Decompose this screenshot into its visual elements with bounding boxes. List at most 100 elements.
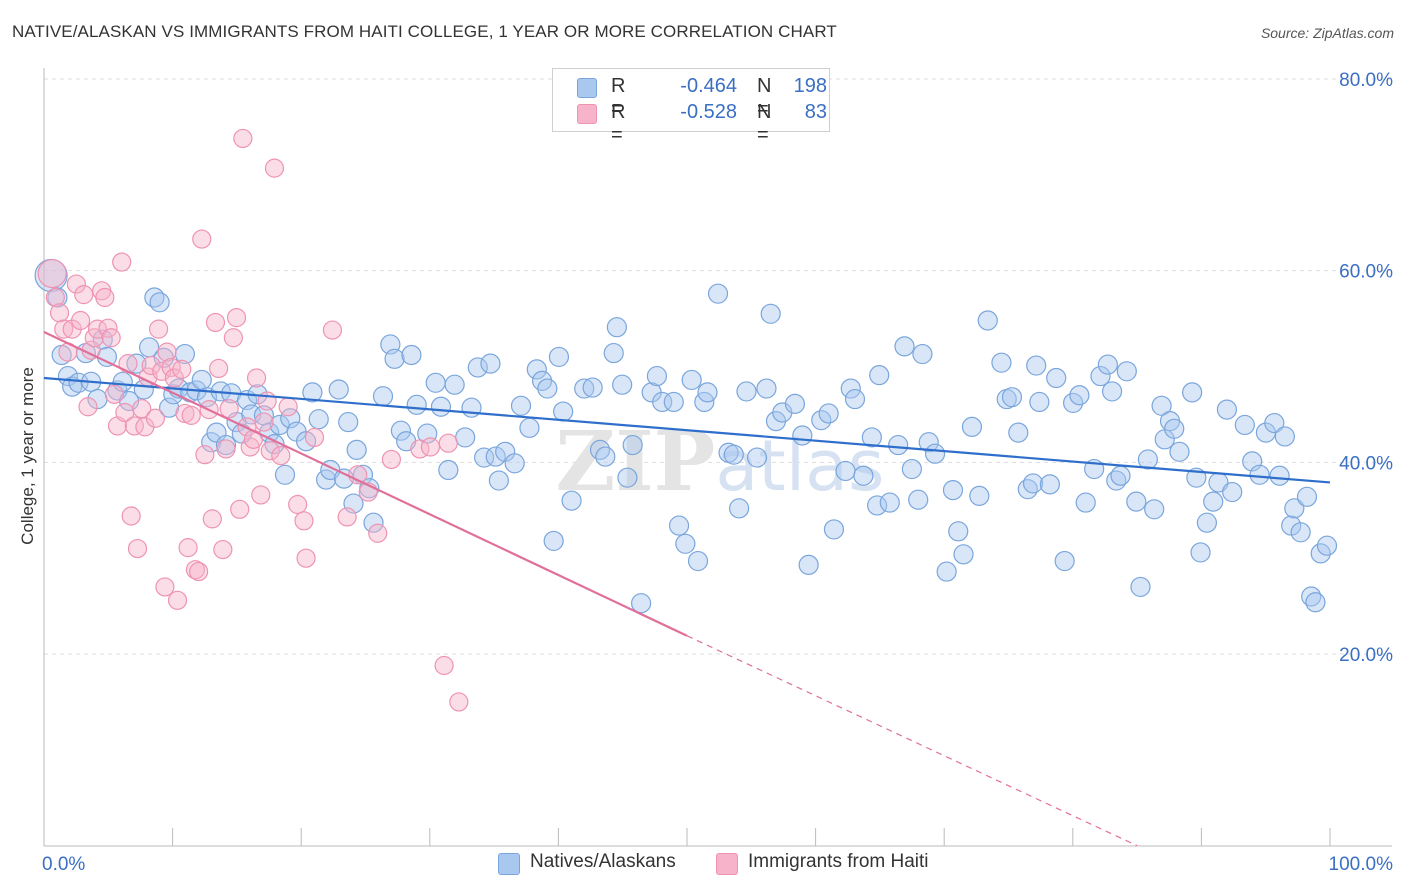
series-haiti-points <box>37 128 469 712</box>
point-natives <box>589 439 611 460</box>
point-natives <box>302 382 323 403</box>
point-natives <box>1190 542 1211 563</box>
point-natives <box>888 434 909 456</box>
point-natives <box>338 411 359 433</box>
point-natives <box>548 346 570 368</box>
point-natives <box>1203 491 1224 512</box>
point-natives <box>438 459 459 481</box>
trend-lines <box>43 331 1331 847</box>
point-natives <box>455 427 476 448</box>
point-natives <box>1075 492 1096 513</box>
legend-r-value: -0.528 <box>680 101 737 123</box>
point-haiti <box>219 399 239 419</box>
point-haiti <box>230 499 250 519</box>
point-natives <box>697 382 718 403</box>
point-haiti <box>145 408 166 428</box>
point-natives <box>736 381 757 402</box>
point-natives <box>1130 576 1151 598</box>
point-natives <box>861 427 882 448</box>
point-natives <box>480 353 501 374</box>
point-natives <box>1164 418 1185 439</box>
point-haiti <box>449 692 469 712</box>
point-natives <box>617 467 638 488</box>
point-natives <box>62 376 83 397</box>
point-natives <box>912 343 933 365</box>
point-natives <box>315 469 337 490</box>
point-natives <box>485 446 506 467</box>
point-haiti <box>167 590 188 610</box>
point-natives <box>526 359 547 380</box>
point-haiti <box>337 507 357 527</box>
point-natives <box>582 377 603 398</box>
point-natives <box>1264 412 1285 434</box>
point-natives <box>504 453 525 474</box>
axes <box>43 68 1392 847</box>
point-haiti <box>178 538 198 558</box>
point-haiti <box>87 319 108 339</box>
point-haiti <box>95 287 115 308</box>
point-natives <box>792 425 813 446</box>
point-natives <box>840 378 861 399</box>
point-natives <box>1039 474 1061 495</box>
point-haiti <box>296 548 316 568</box>
point-natives <box>1296 486 1318 507</box>
point-haiti <box>368 523 388 543</box>
point-natives <box>406 394 427 415</box>
bottom-legend-swatch-haiti <box>716 853 738 875</box>
point-haiti <box>181 405 201 425</box>
point-haiti <box>37 258 67 289</box>
trend-line-natives <box>43 376 1331 484</box>
point-haiti <box>264 158 285 178</box>
point-haiti <box>141 355 161 376</box>
point-natives <box>622 434 643 456</box>
point-natives <box>687 550 709 572</box>
point-haiti <box>251 485 271 505</box>
point-haiti <box>101 328 121 348</box>
point-haiti <box>223 328 243 348</box>
point-natives <box>784 393 806 414</box>
point-haiti <box>438 433 458 453</box>
x-tick-label-min: 0.0% <box>42 854 85 875</box>
axis-labels: 20.0% 40.0% 60.0% 80.0% 0.0% 100.0% College, 1… <box>18 70 1393 875</box>
point-natives <box>401 344 422 366</box>
point-natives <box>879 492 900 513</box>
point-natives <box>936 561 957 582</box>
point-haiti <box>322 320 343 340</box>
point-natives <box>681 369 702 391</box>
point-natives <box>149 292 170 313</box>
point-natives <box>1054 550 1075 572</box>
y-axis-title: College, 1 year or more <box>18 367 37 545</box>
point-natives <box>844 388 866 410</box>
bottom-legend-swatch-natives <box>498 853 520 875</box>
point-haiti <box>216 439 236 459</box>
point-natives <box>384 348 405 369</box>
point-natives <box>1284 498 1305 519</box>
trend-line-haiti <box>43 331 688 637</box>
point-haiti <box>49 303 70 323</box>
point-natives <box>1029 391 1050 413</box>
y-tick-label: 40.0% <box>1339 453 1393 474</box>
point-natives <box>953 544 974 565</box>
point-haiti <box>213 539 233 560</box>
point-haiti <box>155 577 175 597</box>
point-haiti <box>104 384 124 404</box>
point-natives <box>372 386 394 407</box>
point-natives <box>1097 354 1118 375</box>
point-natives <box>1305 592 1326 613</box>
point-natives <box>1169 441 1190 462</box>
point-natives <box>1269 465 1290 486</box>
point-natives <box>574 378 595 399</box>
point-haiti <box>157 342 177 362</box>
point-haiti <box>202 509 222 529</box>
point-natives <box>948 521 969 542</box>
point-natives <box>346 439 367 460</box>
point-natives <box>1110 465 1131 486</box>
point-natives <box>274 464 296 485</box>
legend-n-value: 83 <box>804 101 827 123</box>
point-natives <box>519 417 540 438</box>
grid-lines <box>44 78 1392 655</box>
point-natives <box>760 303 781 324</box>
legend-n-label: N = <box>757 75 772 120</box>
point-natives <box>561 490 582 511</box>
